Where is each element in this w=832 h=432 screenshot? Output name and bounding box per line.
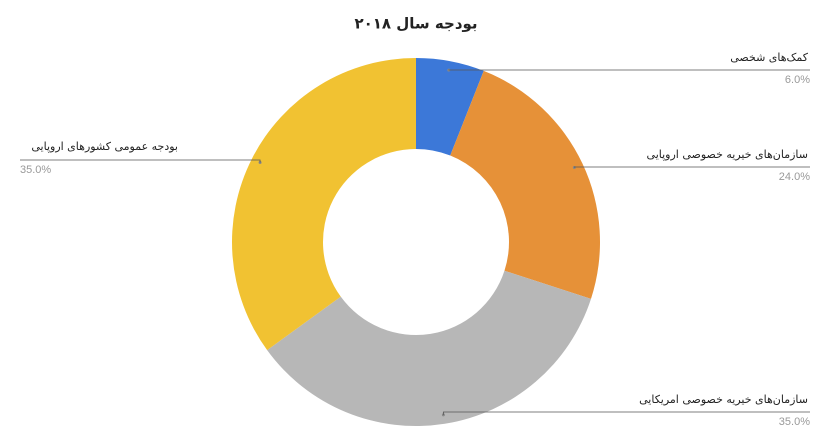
chart-title: بودجه سال ۲۰۱۸	[354, 15, 477, 33]
donut-slice	[450, 70, 600, 299]
slice-value: 35.0%	[779, 416, 810, 428]
slice-label: کمک‌های شخصی	[730, 51, 808, 64]
donut-slice	[232, 58, 416, 351]
slice-label: بودجه عمومی کشورهای اروپایی	[31, 140, 178, 153]
slice-label: سازمان‌های خیریه خصوصی امریکایی	[639, 393, 808, 406]
leader-line	[442, 411, 810, 415]
slice-value: 6.0%	[785, 74, 810, 86]
leader-line	[20, 159, 261, 163]
donut-slice	[267, 270, 591, 427]
slice-value: 35.0%	[20, 164, 51, 176]
slice-label: سازمان‌های خیریه خصوصی اروپایی	[647, 148, 808, 161]
donut-slice	[416, 58, 484, 156]
slice-value: 24.0%	[779, 171, 810, 183]
